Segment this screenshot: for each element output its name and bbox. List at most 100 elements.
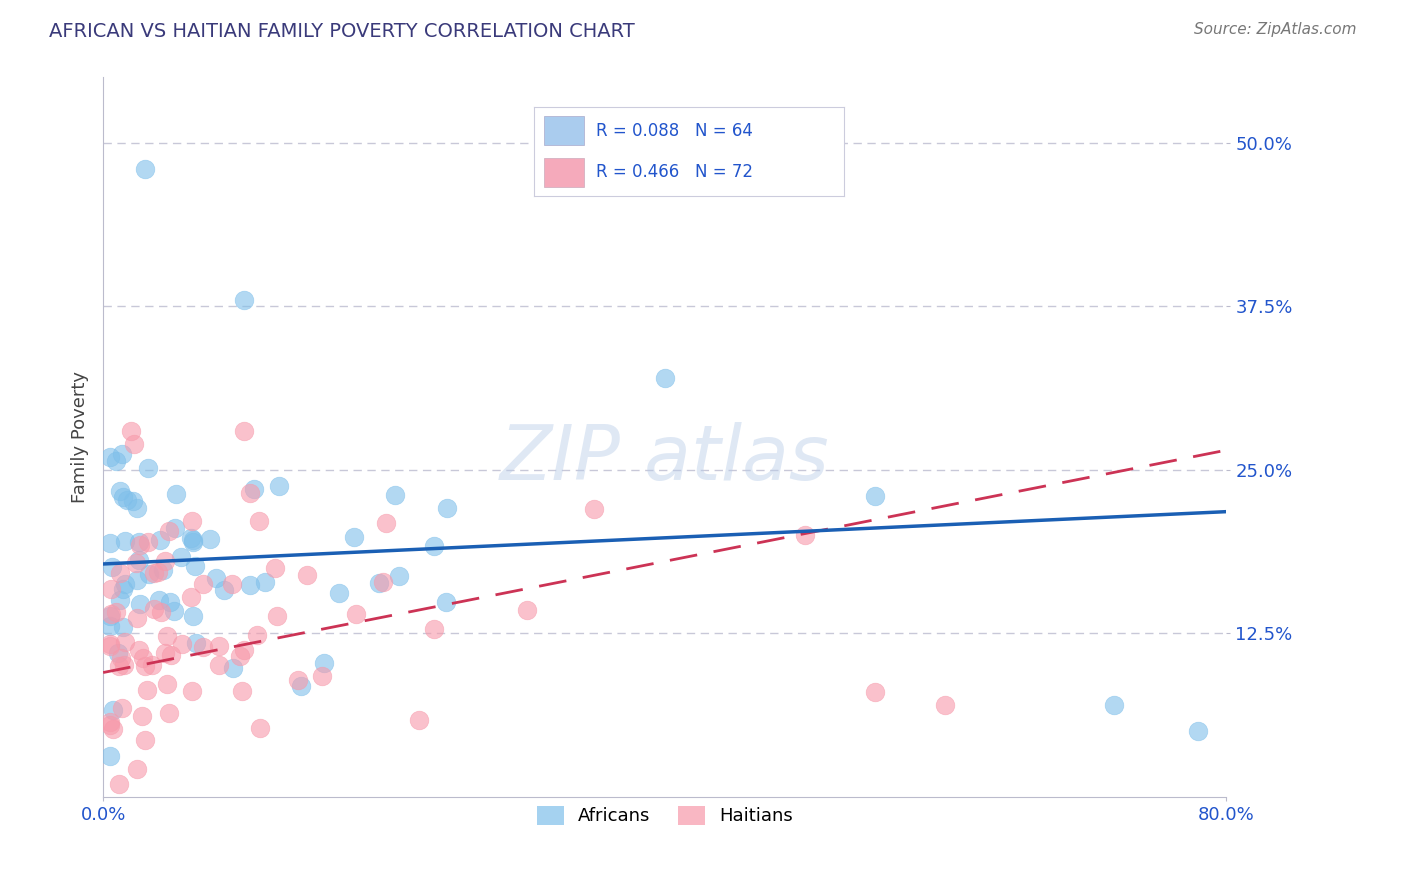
Point	[146, 566, 169, 580]
Point	[101, 560, 124, 574]
Point	[107, 646, 129, 660]
Point	[111, 701, 134, 715]
Point	[267, 478, 290, 492]
Point	[136, 535, 159, 549]
Point	[243, 482, 266, 496]
Point	[184, 636, 207, 650]
Point	[232, 293, 254, 307]
Point	[121, 493, 143, 508]
Point	[111, 620, 134, 634]
Point	[163, 604, 186, 618]
Point	[231, 683, 253, 698]
Text: R = 0.088   N = 64: R = 0.088 N = 64	[596, 122, 754, 140]
Point	[654, 371, 676, 385]
Point	[207, 639, 229, 653]
Point	[239, 486, 262, 500]
Point	[863, 489, 886, 503]
Point	[239, 577, 262, 591]
Point	[180, 514, 202, 528]
Point	[934, 698, 956, 713]
Point	[212, 582, 235, 597]
Point	[141, 657, 163, 672]
Point	[343, 531, 366, 545]
Point	[157, 524, 180, 539]
Point	[112, 657, 135, 672]
Point	[98, 618, 121, 632]
Point	[134, 733, 156, 747]
Point	[134, 659, 156, 673]
Point	[232, 424, 254, 438]
Point	[295, 567, 318, 582]
Point	[205, 571, 228, 585]
Point	[191, 577, 214, 591]
Point	[246, 627, 269, 641]
Point	[181, 535, 204, 549]
Point	[114, 576, 136, 591]
Point	[103, 703, 125, 717]
Point	[108, 777, 131, 791]
Point	[263, 561, 285, 575]
Point	[128, 597, 150, 611]
Point	[165, 487, 187, 501]
Bar	[544, 116, 583, 145]
Point	[98, 609, 121, 624]
Point	[128, 552, 150, 566]
Point	[143, 566, 166, 580]
Point	[134, 161, 156, 176]
Point	[125, 500, 148, 515]
Point	[367, 576, 389, 591]
Point	[100, 607, 122, 622]
Point	[423, 539, 446, 553]
Legend: Africans, Haitians: Africans, Haitians	[527, 797, 801, 835]
Point	[110, 651, 132, 665]
Point	[374, 516, 396, 531]
Point	[149, 533, 172, 547]
Text: ZIP atlas: ZIP atlas	[501, 422, 830, 496]
Point	[136, 682, 159, 697]
Point	[184, 559, 207, 574]
Point	[287, 673, 309, 687]
Point	[198, 533, 221, 547]
Point	[108, 593, 131, 607]
Point	[107, 658, 129, 673]
Point	[98, 639, 121, 653]
Point	[436, 500, 458, 515]
Point	[120, 424, 142, 438]
Point	[125, 610, 148, 624]
Point	[112, 582, 135, 597]
Point	[153, 554, 176, 568]
Point	[129, 538, 152, 552]
Point	[371, 574, 394, 589]
Point	[138, 567, 160, 582]
Point	[180, 590, 202, 604]
Bar	[544, 158, 583, 187]
Point	[98, 637, 121, 651]
Point	[149, 605, 172, 619]
Point	[221, 576, 243, 591]
Point	[181, 608, 204, 623]
Point	[115, 492, 138, 507]
Point	[388, 568, 411, 582]
Point	[180, 531, 202, 545]
Point	[152, 563, 174, 577]
Point	[125, 573, 148, 587]
Point	[98, 749, 121, 764]
Point	[181, 684, 204, 698]
Point	[221, 661, 243, 675]
Point	[516, 603, 538, 617]
Point	[165, 521, 187, 535]
Point	[98, 536, 121, 550]
Point	[136, 461, 159, 475]
Point	[122, 437, 145, 451]
Point	[434, 595, 457, 609]
Point	[103, 722, 125, 736]
Point	[208, 658, 231, 673]
Point	[143, 601, 166, 615]
Point	[98, 714, 121, 729]
Point	[159, 648, 181, 663]
Point	[170, 550, 193, 565]
Point	[98, 450, 121, 464]
Y-axis label: Family Poverty: Family Poverty	[72, 371, 89, 503]
Point	[148, 592, 170, 607]
Point	[125, 556, 148, 570]
